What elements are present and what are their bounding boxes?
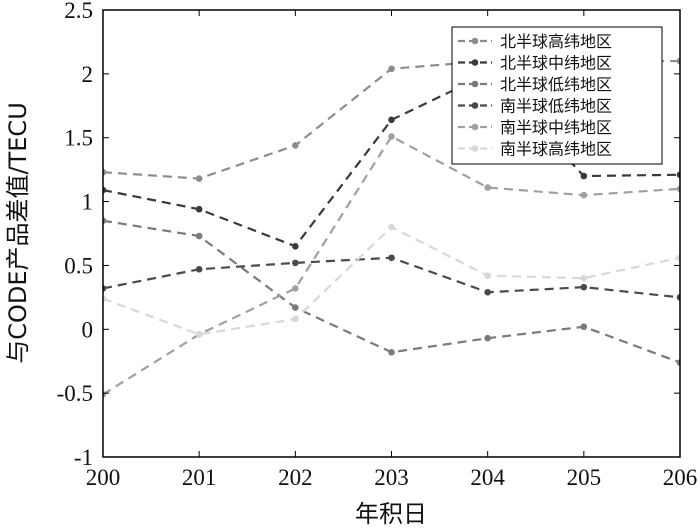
legend-label: 南半球中纬地区 [500,118,612,137]
legend-label: 南半球高纬地区 [500,140,612,159]
y-tick-label: -0.5 [57,381,93,406]
y-tick-label: 0.5 [64,253,93,278]
legend-label: 北半球低纬地区 [500,75,612,94]
data-point [676,171,680,179]
data-point [103,186,107,194]
data-point [388,348,395,356]
data-point [580,191,588,199]
legend-marker [471,80,479,88]
legend-marker [471,145,479,152]
data-point [580,172,588,180]
data-point [388,65,395,73]
y-tick-label: 1.5 [64,126,93,151]
legend-marker [471,37,479,45]
data-point [292,259,299,267]
x-tick-label: 202 [278,465,313,490]
data-point [195,175,203,182]
legend-marker [471,123,479,131]
data-point [580,323,588,331]
y-axis-title: 与CODE产品差值/TECU [4,102,32,364]
data-point [103,295,107,302]
data-point [484,272,491,279]
legend-box [451,26,663,165]
legend-label: 北半球中纬地区 [500,54,612,73]
y-tick-label: 2.5 [64,0,93,23]
series-line [103,256,680,299]
data-point [388,223,395,231]
data-point [388,254,395,262]
data-point [195,205,203,213]
x-tick-label: 203 [374,465,409,490]
legend-marker [471,59,479,66]
data-point [103,168,107,176]
y-tick-label: 0 [82,317,94,342]
series-line [103,219,680,364]
data-point [484,334,491,342]
data-point [676,254,680,262]
y-tick-label: 2 [82,62,94,87]
x-tick-label: 206 [663,465,698,490]
x-axis-title: 年积日 [355,500,427,528]
data-point [484,288,491,296]
data-point [388,133,395,140]
data-point [292,285,299,292]
data-point [195,232,203,240]
x-tick-label: 201 [182,465,217,490]
legend: 北半球高纬地区北半球中纬地区北半球低纬地区南半球低纬地区南半球中纬地区南半球高纬… [451,26,663,165]
data-point [195,265,203,273]
x-tick-label: 204 [470,465,505,490]
y-tick-label: 1 [82,190,94,215]
data-point [103,217,107,225]
data-point [580,274,588,282]
data-point [195,331,203,338]
data-point [580,283,588,291]
data-point [484,184,491,191]
legend-label: 北半球高纬地区 [500,32,612,51]
legend-label: 南半球低纬地区 [500,97,612,116]
data-point [388,116,395,124]
x-tick-label: 200 [86,465,121,490]
data-point [676,359,680,366]
data-point [292,242,299,250]
legend-marker [471,102,479,109]
data-point [676,294,680,301]
data-point [676,57,680,65]
data-point [292,304,299,311]
data-point [292,142,299,149]
x-tick-label: 205 [567,465,602,490]
data-point [292,315,299,323]
series-line [103,225,680,336]
y-tick-label: -1 [74,445,93,470]
data-point [103,285,107,292]
data-point [676,185,680,193]
